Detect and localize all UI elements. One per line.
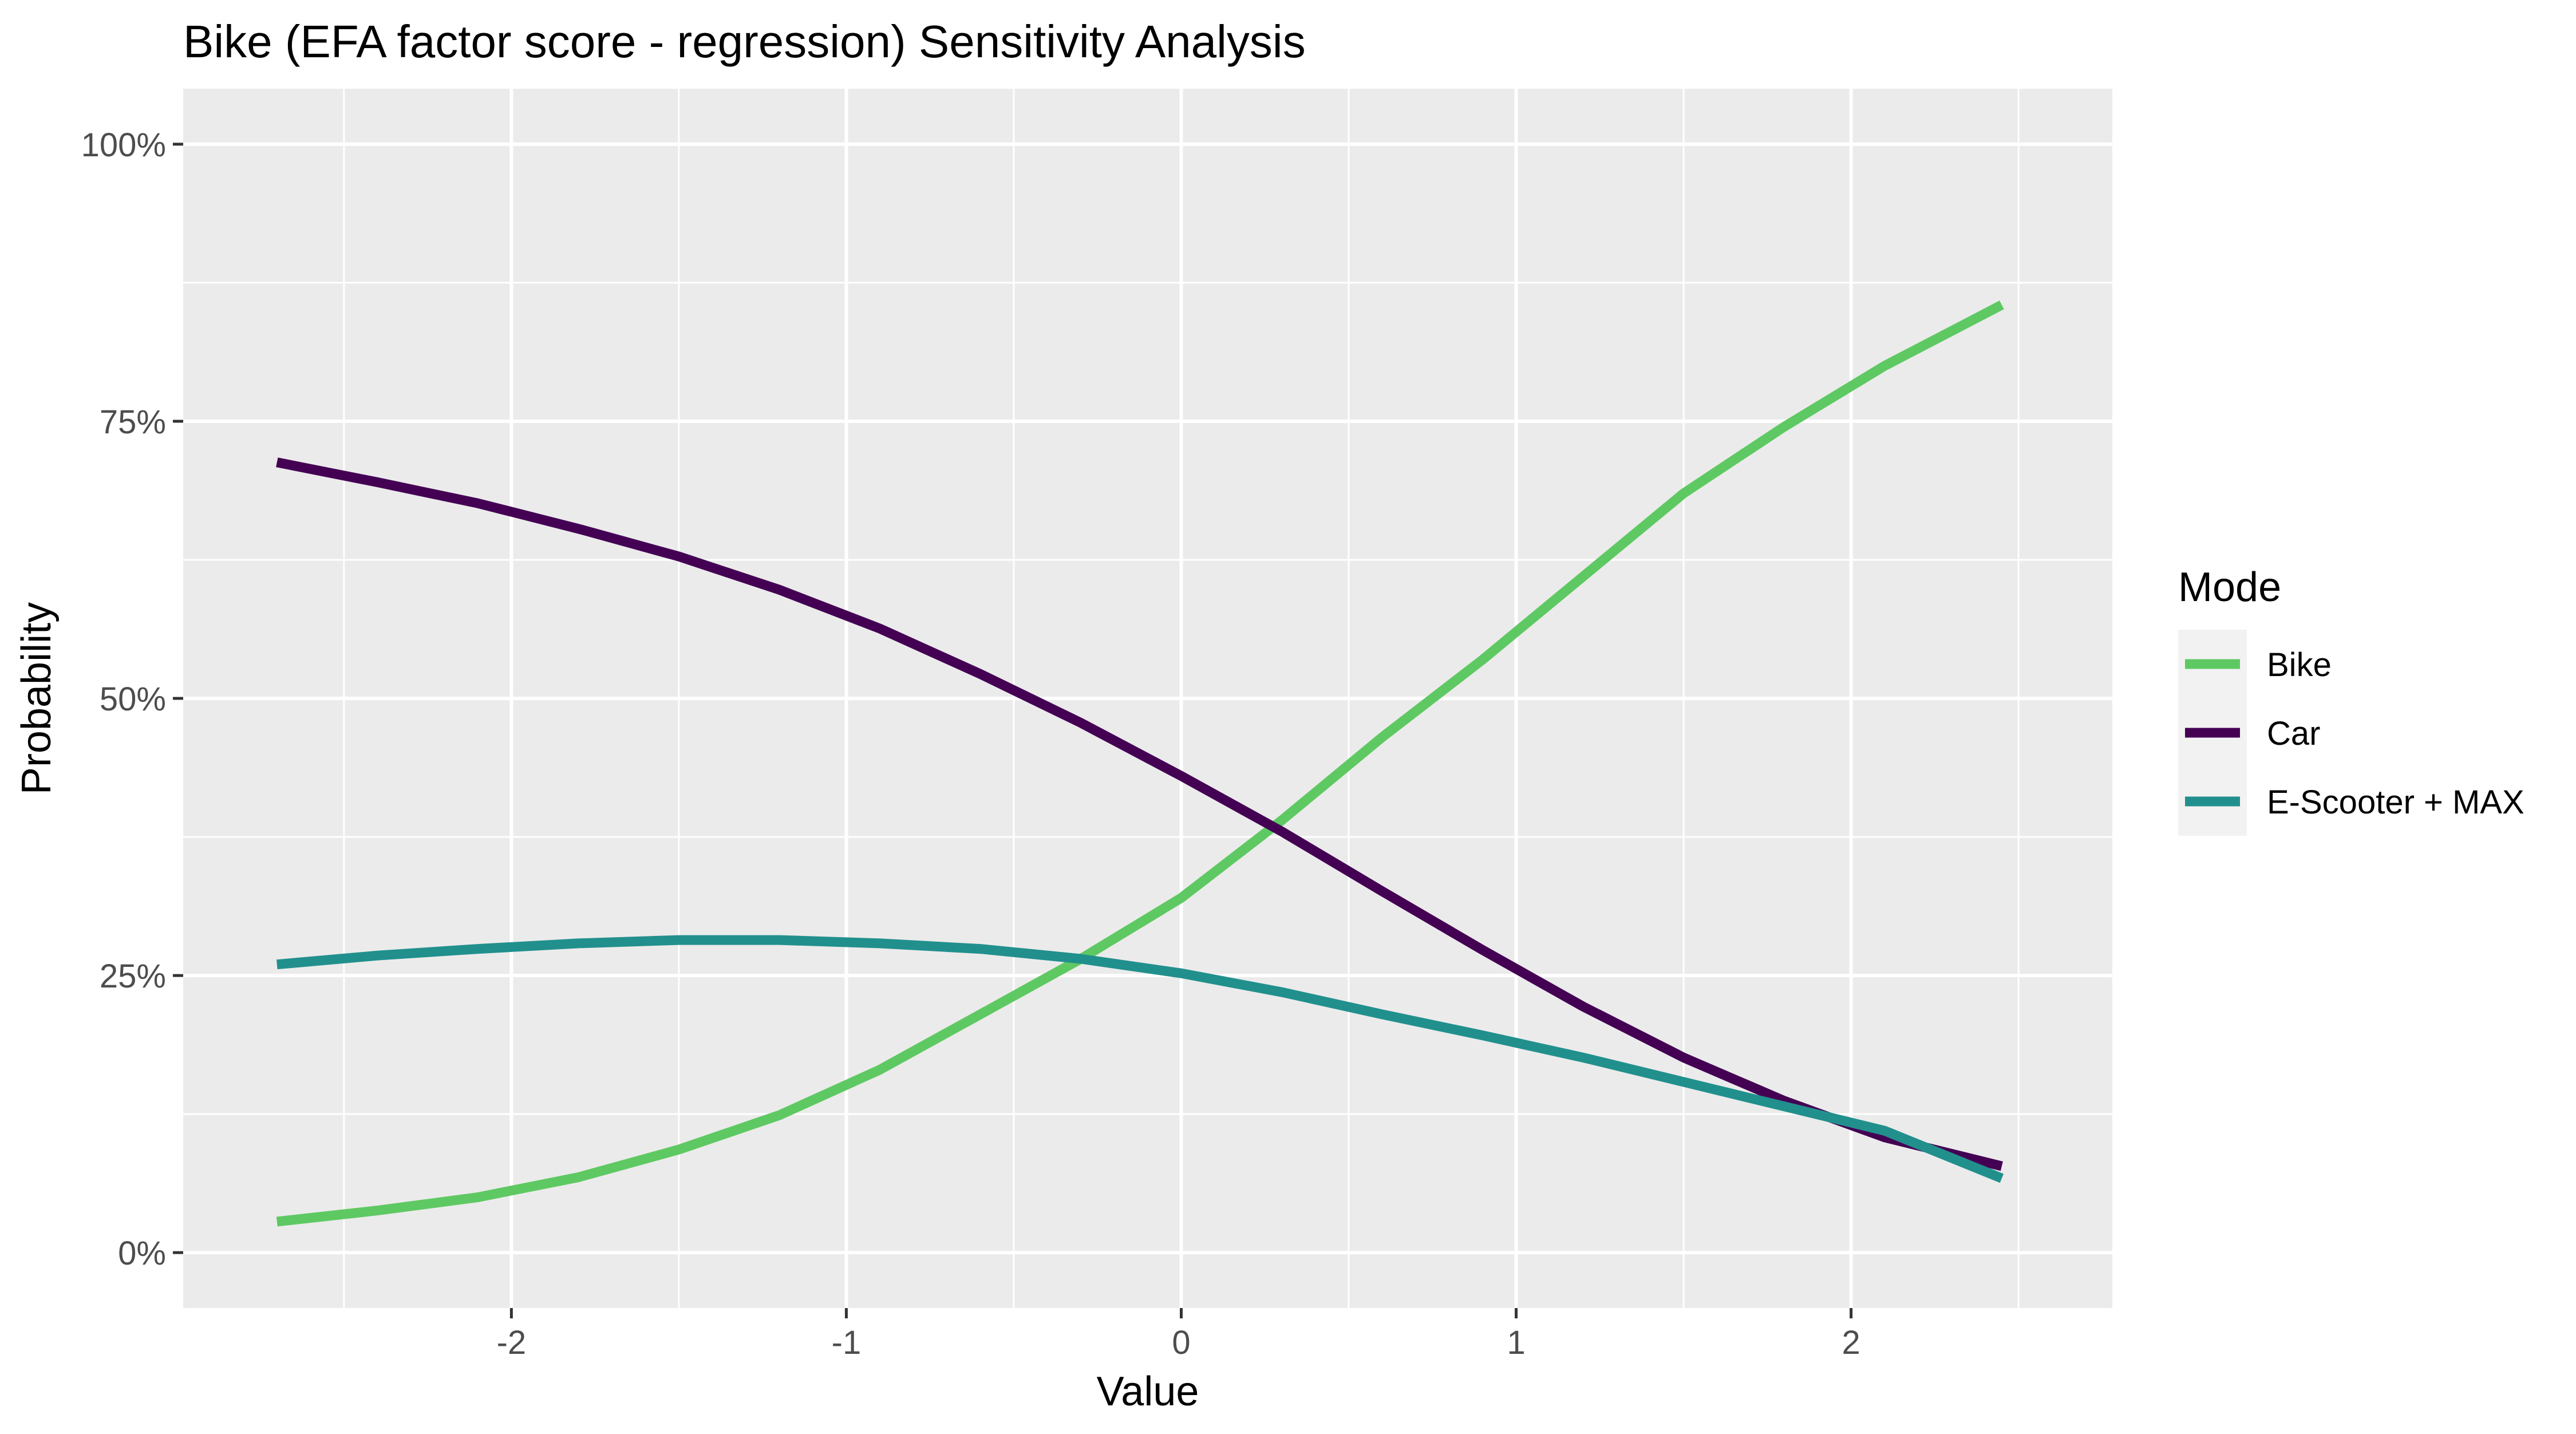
x-tick-label: -1 <box>832 1324 862 1361</box>
legend: Mode Bike Car E-Scooter + MAX <box>2178 564 2524 836</box>
legend-entries: Bike Car E-Scooter + MAX <box>2185 646 2524 821</box>
legend-title: Mode <box>2178 564 2281 610</box>
y-tick-label: 75% <box>100 404 166 441</box>
x-tick-label: 2 <box>1842 1324 1860 1361</box>
y-tick-label: 50% <box>100 681 166 718</box>
chart-title: Bike (EFA factor score - regression) Sen… <box>183 16 1306 67</box>
y-axis-label: Probability <box>14 602 60 795</box>
legend-label: Bike <box>2267 646 2332 684</box>
x-tick-label: 0 <box>1172 1324 1190 1361</box>
series-line-car <box>276 457 2003 1171</box>
series-line-bike <box>276 301 2004 1227</box>
x-tick-label: 1 <box>1507 1324 1525 1361</box>
x-axis-label: Value <box>1097 1369 1199 1415</box>
y-axis: 0% 25% 50% 75% 100% <box>81 127 183 1272</box>
y-tick-label: 25% <box>100 958 166 995</box>
x-tick-label: -2 <box>497 1324 527 1361</box>
legend-label: E-Scooter + MAX <box>2267 784 2524 821</box>
y-tick-label: 100% <box>81 127 166 164</box>
y-tick-label: 0% <box>118 1235 166 1272</box>
series-line-e-scooter-max <box>276 935 2004 1183</box>
x-axis: -2 -1 0 1 2 <box>497 1308 1860 1361</box>
series-lines <box>276 301 2004 1227</box>
legend-label: Car <box>2267 715 2320 752</box>
